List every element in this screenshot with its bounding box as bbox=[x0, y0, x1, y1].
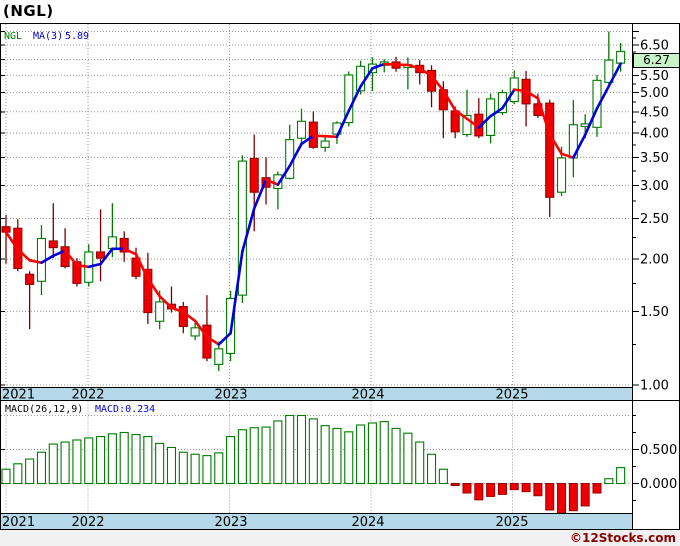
legend-ma-label: MA(3) bbox=[33, 31, 64, 42]
svg-text:2023: 2023 bbox=[214, 388, 247, 403]
svg-text:1.00: 1.00 bbox=[640, 379, 669, 394]
svg-text:0.000: 0.000 bbox=[640, 477, 677, 492]
macd-legend-label: MACD(26,12,9) bbox=[5, 404, 84, 415]
svg-text:6.50: 6.50 bbox=[640, 38, 669, 53]
svg-text:2025: 2025 bbox=[495, 515, 528, 530]
svg-text:3.50: 3.50 bbox=[640, 151, 669, 166]
svg-text:3.00: 3.00 bbox=[640, 179, 669, 194]
svg-text:2024: 2024 bbox=[351, 515, 384, 530]
svg-text:2.50: 2.50 bbox=[640, 212, 669, 227]
svg-text:2022: 2022 bbox=[71, 515, 104, 530]
svg-text:2025: 2025 bbox=[495, 388, 528, 403]
legend-symbol: NGL bbox=[4, 31, 23, 42]
svg-text:5.00: 5.00 bbox=[640, 86, 669, 101]
svg-text:5.50: 5.50 bbox=[640, 69, 669, 84]
svg-text:1.50: 1.50 bbox=[640, 305, 669, 320]
svg-text:4.00: 4.00 bbox=[640, 127, 669, 142]
svg-text:2021: 2021 bbox=[2, 388, 35, 403]
legend-ma-value: 5.89 bbox=[65, 31, 90, 42]
svg-text:4.50: 4.50 bbox=[640, 105, 669, 120]
svg-text:2.00: 2.00 bbox=[640, 253, 669, 268]
last-price-badge: 6.27 bbox=[633, 53, 680, 68]
page-title: (NGL) bbox=[3, 2, 54, 20]
svg-text:2024: 2024 bbox=[351, 388, 384, 403]
svg-text:0.500: 0.500 bbox=[640, 443, 677, 458]
watermark-link[interactable]: ©12Stocks.com bbox=[570, 531, 676, 545]
svg-text:2022: 2022 bbox=[71, 388, 104, 403]
macd-legend-value: MACD:0.234 bbox=[95, 404, 156, 415]
svg-text:2021: 2021 bbox=[2, 515, 35, 530]
svg-text:2023: 2023 bbox=[214, 515, 247, 530]
